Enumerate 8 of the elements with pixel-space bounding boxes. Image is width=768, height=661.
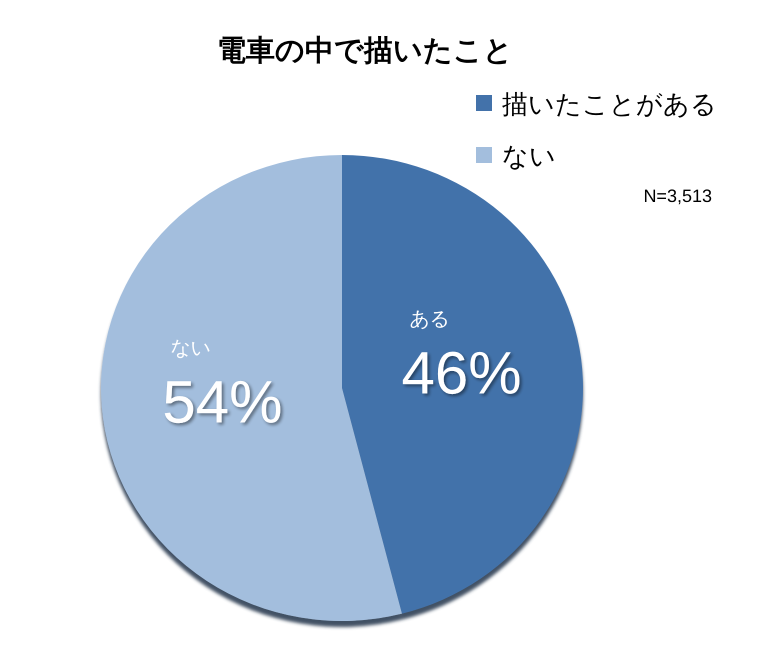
- text: N=3,513: [643, 186, 712, 206]
- text: ない: [170, 338, 210, 360]
- legend-label: ない: [502, 141, 556, 171]
- data-label: 54%: [162, 368, 282, 436]
- data-label: 46%: [402, 339, 522, 406]
- legend-label: 描いたことがある: [502, 89, 717, 119]
- text: ある: [410, 308, 450, 330]
- chart-title: 電車の中で描いたこと: [217, 35, 513, 67]
